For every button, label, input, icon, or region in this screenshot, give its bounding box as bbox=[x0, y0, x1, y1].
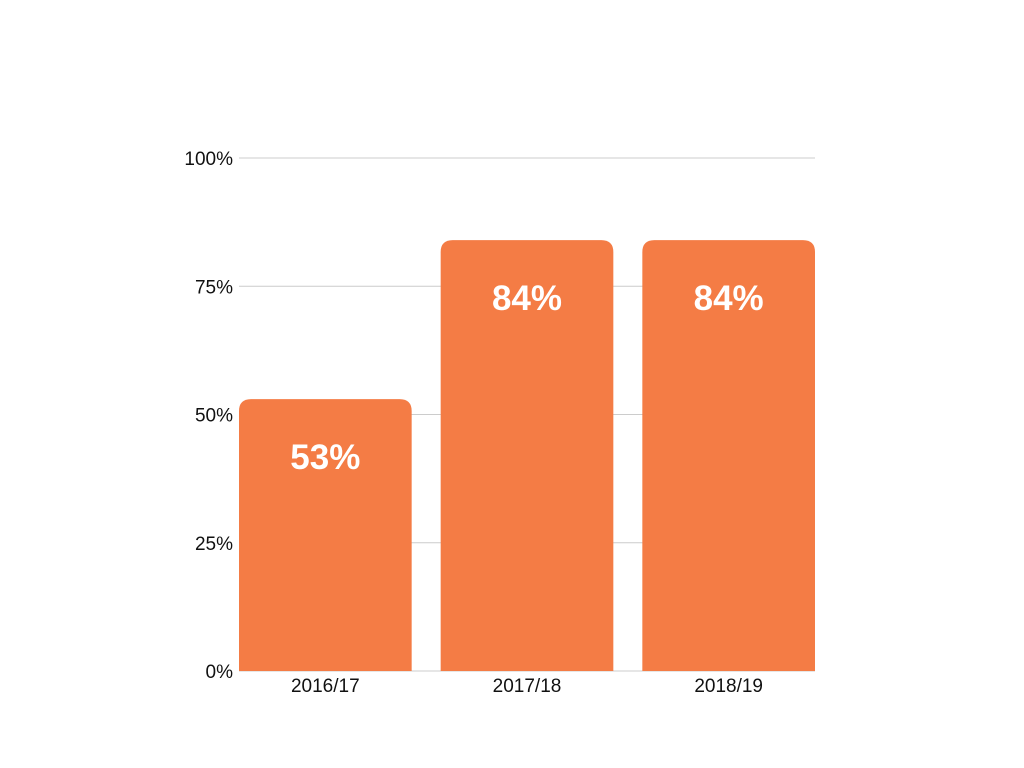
y-tick-label: 0% bbox=[206, 662, 234, 683]
data-label: 53% bbox=[290, 438, 360, 477]
x-category-label: 2018/19 bbox=[694, 676, 763, 697]
bars bbox=[239, 240, 815, 671]
data-labels: 53% 84% 84% bbox=[290, 279, 763, 477]
x-category-label: 2016/17 bbox=[291, 676, 360, 697]
data-label: 84% bbox=[492, 279, 562, 318]
x-axis-category-labels: 2016/17 2017/18 2018/19 bbox=[291, 676, 763, 697]
y-tick-label: 50% bbox=[195, 406, 233, 427]
y-tick-label: 75% bbox=[195, 277, 233, 298]
y-tick-label: 100% bbox=[184, 149, 233, 170]
data-label: 84% bbox=[694, 279, 764, 318]
x-category-label: 2017/18 bbox=[493, 676, 562, 697]
bar-2018-19 bbox=[642, 240, 815, 671]
y-tick-label: 25% bbox=[195, 534, 233, 555]
bar-2016-17 bbox=[239, 399, 412, 671]
bar-2017-18 bbox=[440, 240, 614, 671]
y-axis-tick-labels: 0% 25% 50% 75% 100% bbox=[184, 149, 233, 683]
